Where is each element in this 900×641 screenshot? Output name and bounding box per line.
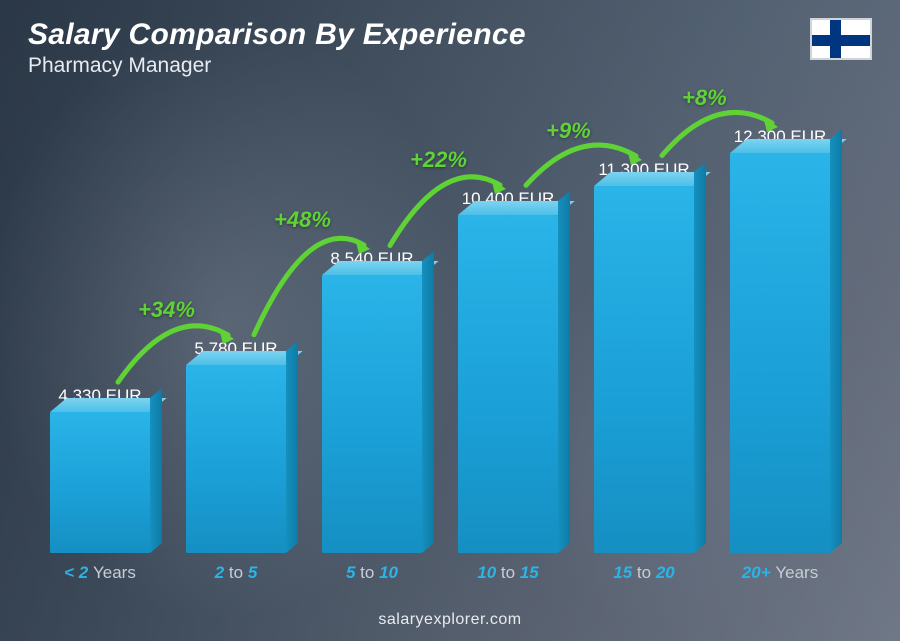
bars-row: 4,330 EUR5,780 EUR8,540 EUR10,400 EUR11,… <box>40 123 840 553</box>
page-title: Salary Comparison By Experience <box>28 18 526 52</box>
chart-area: 4,330 EUR5,780 EUR8,540 EUR10,400 EUR11,… <box>40 100 840 581</box>
bar <box>322 275 422 553</box>
growth-badge: +8% <box>682 85 727 111</box>
x-axis-row: < 2 Years 2 to 5 5 to 10 10 to 15 15 to 20 20… <box>40 563 840 583</box>
x-axis-label: 20+ Years <box>720 563 840 583</box>
bar-slot: 5,780 EUR <box>176 339 296 553</box>
bar <box>458 215 558 553</box>
finland-flag-icon <box>810 18 872 60</box>
bar-slot: 8,540 EUR <box>312 249 432 553</box>
footer-credit: salaryexplorer.com <box>0 611 900 629</box>
growth-badge: +34% <box>138 297 195 323</box>
title-block: Salary Comparison By Experience Pharmacy… <box>28 18 526 78</box>
bar-slot: 11,300 EUR <box>584 160 704 553</box>
x-axis-label: 5 to 10 <box>312 563 432 583</box>
x-axis-label: < 2 Years <box>40 563 160 583</box>
bar-slot: 10,400 EUR <box>448 189 568 553</box>
bar <box>50 412 150 553</box>
x-axis-label: 2 to 5 <box>176 563 296 583</box>
header: Salary Comparison By Experience Pharmacy… <box>28 18 872 78</box>
bar-slot: 12,300 EUR <box>720 127 840 553</box>
bar <box>594 186 694 553</box>
page-subtitle: Pharmacy Manager <box>28 54 526 78</box>
growth-badge: +48% <box>274 207 331 233</box>
bar-slot: 4,330 EUR <box>40 386 160 553</box>
growth-badge: +22% <box>410 147 467 173</box>
bar <box>730 153 830 553</box>
growth-badge: +9% <box>546 118 591 144</box>
bar <box>186 365 286 553</box>
x-axis-label: 15 to 20 <box>584 563 704 583</box>
x-axis-label: 10 to 15 <box>448 563 568 583</box>
